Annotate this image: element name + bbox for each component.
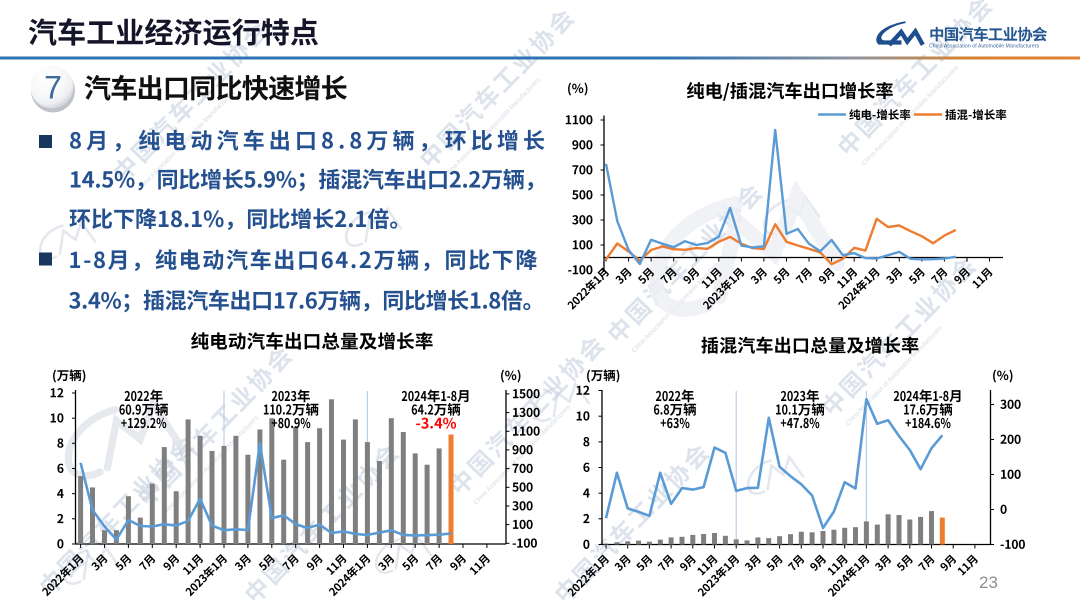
svg-text:China Association of Automobil: China Association of Automobile Manufact…	[929, 44, 1040, 50]
svg-text:23: 23	[979, 573, 998, 592]
svg-text:7: 7	[44, 70, 62, 106]
